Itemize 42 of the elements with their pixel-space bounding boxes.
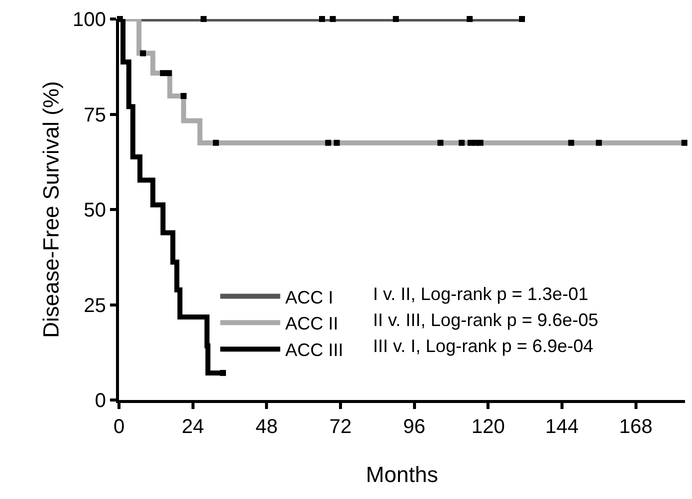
point <box>140 50 146 56</box>
x-tick-label: 24 <box>182 416 204 438</box>
y-tick-label: 0 <box>94 390 106 412</box>
point <box>200 16 207 22</box>
point <box>596 140 602 146</box>
point <box>568 140 574 146</box>
x-tick-label: 168 <box>619 416 652 438</box>
y-tick-label: 100 <box>72 9 106 31</box>
point <box>160 70 166 76</box>
point <box>518 16 525 22</box>
legend-label: ACC III <box>285 340 344 360</box>
annotation: II v. III, Log-rank p = 9.6e-05 <box>373 310 598 330</box>
point <box>180 92 187 99</box>
y-tick-label: 50 <box>84 200 106 222</box>
point <box>166 70 172 76</box>
point <box>681 140 688 146</box>
point <box>334 140 340 146</box>
point <box>319 16 326 22</box>
y-tick-label: 75 <box>84 104 106 126</box>
x-tick-label: 72 <box>329 416 352 438</box>
x-tick-label: 96 <box>403 416 426 438</box>
annotation: III v. I, Log-rank p = 6.9e-04 <box>373 336 594 356</box>
x-tick-label: 0 <box>113 416 125 438</box>
point <box>325 140 332 146</box>
point <box>392 16 399 22</box>
x-axis-title: Months <box>366 462 438 487</box>
point <box>466 16 473 22</box>
x-tick-label: 144 <box>545 416 579 438</box>
point <box>468 140 474 146</box>
point <box>220 370 226 376</box>
legend-label: ACC II <box>285 314 338 334</box>
point <box>437 140 444 146</box>
legend-label: ACC I <box>285 287 334 308</box>
point <box>330 16 336 22</box>
x-tick-label: 120 <box>471 416 505 438</box>
point <box>212 140 219 146</box>
point <box>477 140 484 146</box>
y-tick-label: 25 <box>84 294 106 317</box>
point <box>458 140 465 146</box>
y-axis-title: Disease-Free Survival (%) <box>38 81 64 338</box>
annotation: I v. II, Log-rank p = 1.3e-01 <box>373 284 588 304</box>
x-tick-label: 48 <box>256 416 278 438</box>
